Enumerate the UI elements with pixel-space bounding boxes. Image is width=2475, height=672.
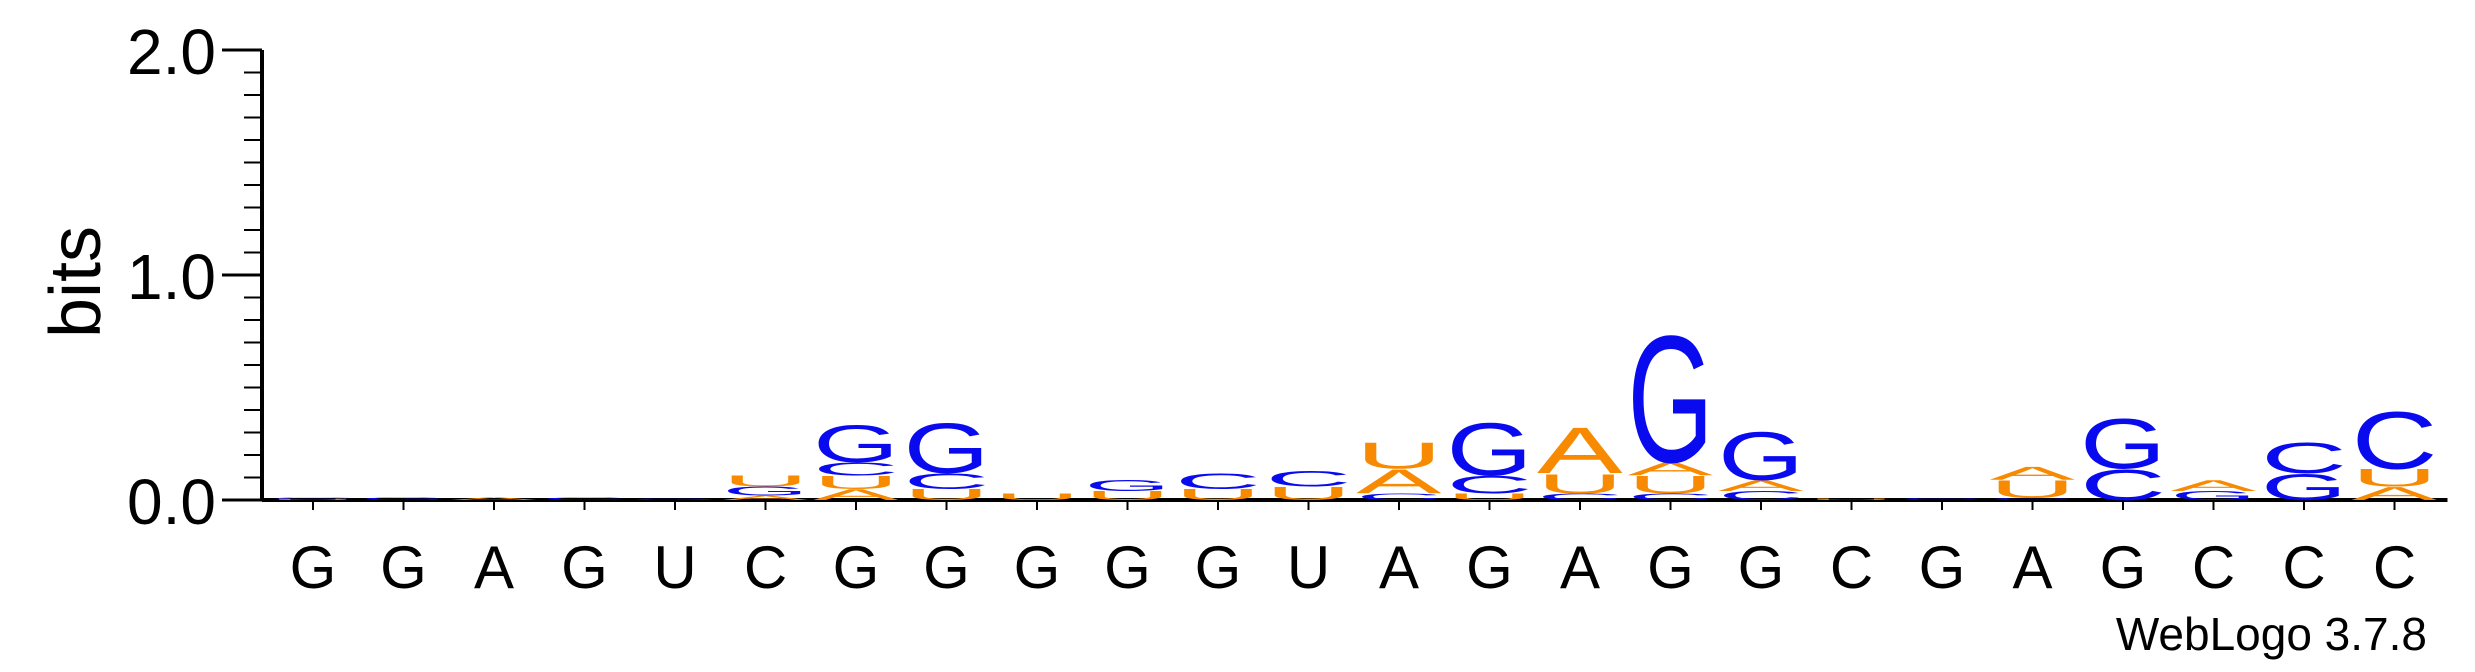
x-tick-label: A xyxy=(474,534,514,601)
logo-letter: U xyxy=(1175,486,1261,503)
logo-letter: U xyxy=(1628,471,1714,499)
logo-letter: G xyxy=(1718,418,1804,495)
logo-letter: C xyxy=(542,497,628,501)
logo-letter: U xyxy=(813,472,899,493)
logo-letter: A xyxy=(2352,483,2438,504)
x-tick-label: G xyxy=(1647,534,1694,601)
x-tick-label: C xyxy=(1830,534,1873,601)
x-tick-label: G xyxy=(2100,534,2147,601)
x-tick-label: G xyxy=(561,534,608,601)
y-axis-label: bits xyxy=(36,226,116,338)
x-tick-label: G xyxy=(380,534,427,601)
logo-letter: G xyxy=(904,408,990,488)
logo-letter: U xyxy=(1990,475,2076,503)
logo-letter: A xyxy=(2171,477,2257,494)
logo-letter: A xyxy=(1628,458,1714,479)
x-tick-label: G xyxy=(1919,534,1966,601)
x-tick-label: C xyxy=(744,534,787,601)
x-tick-label: G xyxy=(1738,534,1785,601)
logo-letter: C xyxy=(1718,489,1804,503)
logo-letter: G xyxy=(813,414,899,473)
logo-letter: C xyxy=(1537,492,1623,502)
logo-letter: C xyxy=(2261,434,2347,483)
x-tick-label: G xyxy=(1195,534,1242,601)
logo-letter: A xyxy=(813,486,899,503)
x-tick-label: C xyxy=(2373,534,2416,601)
logo-letter: U xyxy=(1356,435,1442,477)
x-tick-label: G xyxy=(1014,534,1061,601)
logo-letter: G xyxy=(1628,298,1714,501)
logo-letter: A xyxy=(1537,414,1623,487)
logo-letter: A xyxy=(451,497,537,501)
logo-letter: U xyxy=(270,499,356,501)
x-tick-label: A xyxy=(1560,534,1600,601)
logo-letter: U xyxy=(1085,489,1171,503)
y-tick-label: 0.0 xyxy=(127,466,216,538)
logo-letter: C xyxy=(2352,395,2438,486)
logo-letter: U xyxy=(723,472,809,489)
logo-letter: G xyxy=(2080,404,2166,484)
logo-letter: C xyxy=(270,497,356,499)
logo-letter: G xyxy=(361,497,447,501)
y-tick-label: 1.0 xyxy=(127,241,216,313)
logo-letter: C xyxy=(1628,492,1714,502)
logo-letter: G xyxy=(1085,477,1171,494)
logo-letter: G xyxy=(2171,489,2257,503)
x-tick-label: G xyxy=(1104,534,1151,601)
x-tick-label: C xyxy=(2282,534,2325,601)
logo-letter: C xyxy=(1990,497,2076,500)
logo-letter: U xyxy=(1537,468,1623,499)
logo-letter: U xyxy=(2352,464,2438,492)
logo-letter: U xyxy=(1447,492,1533,502)
logo-letter: C xyxy=(1899,498,1985,501)
logo-letter: C xyxy=(1447,471,1533,499)
logo-letter: U xyxy=(1266,483,1352,504)
logo-letter: C xyxy=(813,459,899,480)
x-tick-label: A xyxy=(2012,534,2052,601)
logo-letter: C xyxy=(1266,467,1352,492)
logo-letter: A xyxy=(1356,462,1442,500)
logo-letter: G xyxy=(1447,408,1533,492)
logo-letter: G xyxy=(632,499,718,501)
axes: 0.0 1.0 2.0 xyxy=(127,16,2448,538)
logo-letter: C xyxy=(1175,469,1261,494)
logo-letter: G xyxy=(723,484,809,498)
x-tick-label: G xyxy=(1466,534,1513,601)
logo-letter: C xyxy=(904,469,990,494)
x-tick-label: C xyxy=(2192,534,2235,601)
logo-letter: A xyxy=(1990,463,2076,484)
logo-letter: U xyxy=(994,492,1080,502)
x-tick-label: A xyxy=(1379,534,1419,601)
logo-letter: C xyxy=(1356,492,1442,502)
x-tick-label: G xyxy=(833,534,880,601)
logo-letter: A xyxy=(1718,477,1804,494)
logo-letter: U xyxy=(1809,499,1895,501)
weblogo-credit: WebLogo 3.7.8 xyxy=(2116,608,2427,660)
logo-letter: A xyxy=(723,494,809,501)
y-tick-label: 2.0 xyxy=(127,16,216,88)
x-tick-label: U xyxy=(1287,534,1330,601)
logo-letter: U xyxy=(904,486,990,503)
x-tick-label: U xyxy=(653,534,696,601)
x-tick-label: G xyxy=(290,534,337,601)
x-tick-label: G xyxy=(923,534,970,601)
